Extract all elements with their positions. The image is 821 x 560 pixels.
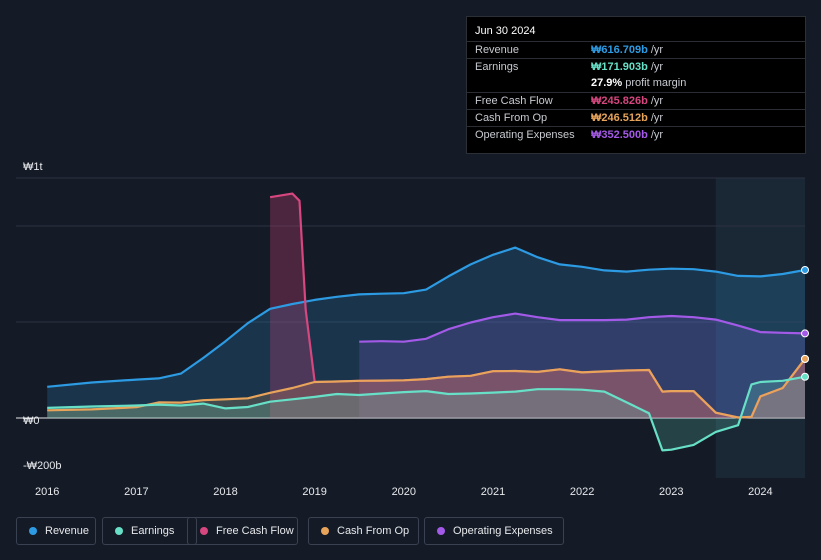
legend-label: Earnings bbox=[131, 525, 175, 537]
tooltip-row-label: Cash From Op bbox=[475, 112, 548, 124]
legend-dot-icon bbox=[115, 527, 123, 535]
legend-dot-icon bbox=[29, 527, 37, 535]
tooltip-row: Operating Expenses ₩352.500b/yr bbox=[467, 126, 805, 144]
y-tick-label: -₩200b bbox=[23, 460, 62, 472]
series-end-markers bbox=[801, 265, 809, 381]
x-tick-label: 2024 bbox=[748, 486, 772, 498]
tooltip-value-unit: /yr bbox=[650, 129, 664, 141]
revenue-area bbox=[47, 247, 805, 418]
tooltip-value-unit: /yr bbox=[650, 61, 664, 73]
x-tick-label: 2017 bbox=[124, 486, 148, 498]
tooltip-row: Earnings ₩171.903b/yr bbox=[467, 58, 805, 76]
tooltip-row: Free Cash Flow ₩245.826b/yr bbox=[467, 92, 805, 110]
tooltip-value-text: ₩245.826b bbox=[591, 95, 648, 107]
x-tick-label: 2018 bbox=[213, 486, 237, 498]
x-tick-label: 2021 bbox=[481, 486, 505, 498]
x-tick-label: 2020 bbox=[392, 486, 416, 498]
legend-item-free-cash-flow[interactable]: Free Cash Flow bbox=[187, 517, 298, 545]
series-lines bbox=[47, 192, 806, 452]
earnings-area bbox=[47, 376, 805, 451]
x-tick-label: 2019 bbox=[302, 486, 326, 498]
tooltip-row-value: 27.9% profit margin bbox=[591, 77, 686, 89]
tooltip-row-label: Revenue bbox=[475, 44, 520, 56]
tooltip-row-value: ₩616.709b/yr bbox=[591, 44, 663, 56]
tooltip-value-text: ₩171.903b bbox=[591, 61, 648, 73]
x-tick-label: 2016 bbox=[35, 486, 59, 498]
gridlines bbox=[16, 177, 805, 419]
tooltip-panel: Jun 30 2024 Revenue ₩616.709b/yr Earnings ₩… bbox=[466, 16, 806, 154]
tooltip-row: 27.9% profit margin bbox=[467, 75, 805, 92]
earnings-line bbox=[47, 375, 806, 452]
tooltip-value-unit: /yr bbox=[650, 112, 664, 124]
tooltip-row: Cash From Op ₩246.512b/yr bbox=[467, 109, 805, 127]
x-axis: 2016 2017 2018 2019 2020 2021 2022 2023 2024 bbox=[35, 486, 773, 498]
x-tick-label: 2023 bbox=[659, 486, 683, 498]
earnings-end-marker bbox=[801, 372, 809, 381]
tooltip-value-unit: /yr bbox=[650, 95, 664, 107]
legend-dot-icon bbox=[200, 527, 208, 535]
revenue-end-marker bbox=[801, 265, 809, 274]
cash-from-op-line bbox=[47, 358, 806, 419]
legend-label: Revenue bbox=[45, 525, 90, 537]
x-tick-label: 2022 bbox=[570, 486, 594, 498]
legend-item-earnings[interactable]: Earnings bbox=[102, 517, 197, 545]
legend-label: Free Cash Flow bbox=[216, 525, 294, 537]
legend-item-revenue[interactable]: Revenue bbox=[16, 517, 96, 545]
y-tick-label: ₩0 bbox=[23, 415, 40, 427]
tooltip-value-text: ₩246.512b bbox=[591, 112, 648, 124]
tooltip-value-unit: /yr bbox=[650, 44, 664, 56]
revenue-line bbox=[47, 246, 806, 388]
legend-dot-icon bbox=[437, 527, 445, 535]
tooltip-row-value: ₩171.903b/yr bbox=[591, 61, 663, 73]
tooltip-value-text: ₩352.500b bbox=[591, 129, 648, 141]
operating-expenses-end-marker bbox=[801, 329, 809, 338]
tooltip-date: Jun 30 2024 bbox=[475, 25, 536, 37]
tooltip-row-label: Earnings bbox=[475, 61, 519, 73]
legend-label: Cash From Op bbox=[337, 525, 410, 537]
tooltip-value-text: 27.9% bbox=[591, 77, 623, 89]
y-tick-label: ₩1t bbox=[23, 161, 43, 173]
operating-expenses-line bbox=[359, 312, 806, 343]
tooltip-value-text: ₩616.709b bbox=[591, 44, 648, 56]
tooltip-row-value: ₩245.826b/yr bbox=[591, 95, 663, 107]
legend-label: Operating Expenses bbox=[453, 525, 553, 537]
cash-from-op-area bbox=[47, 358, 805, 418]
cash-from-op-end-marker bbox=[801, 354, 809, 363]
legend-dot-icon bbox=[321, 527, 329, 535]
tooltip-row-value: ₩352.500b/yr bbox=[591, 129, 663, 141]
legend-item-operating-expenses[interactable]: Operating Expenses bbox=[424, 517, 564, 545]
tooltip-row-label: Operating Expenses bbox=[475, 129, 575, 141]
tooltip-value-unit: profit margin bbox=[625, 77, 687, 89]
tooltip-row-label: Free Cash Flow bbox=[475, 95, 553, 107]
legend-item-cash-from-op[interactable]: Cash From Op bbox=[308, 517, 419, 545]
tooltip-row: Revenue ₩616.709b/yr bbox=[467, 41, 805, 59]
tooltip-row-value: ₩246.512b/yr bbox=[591, 112, 663, 124]
y-axis: ₩1t ₩0 -₩200b bbox=[23, 161, 62, 472]
